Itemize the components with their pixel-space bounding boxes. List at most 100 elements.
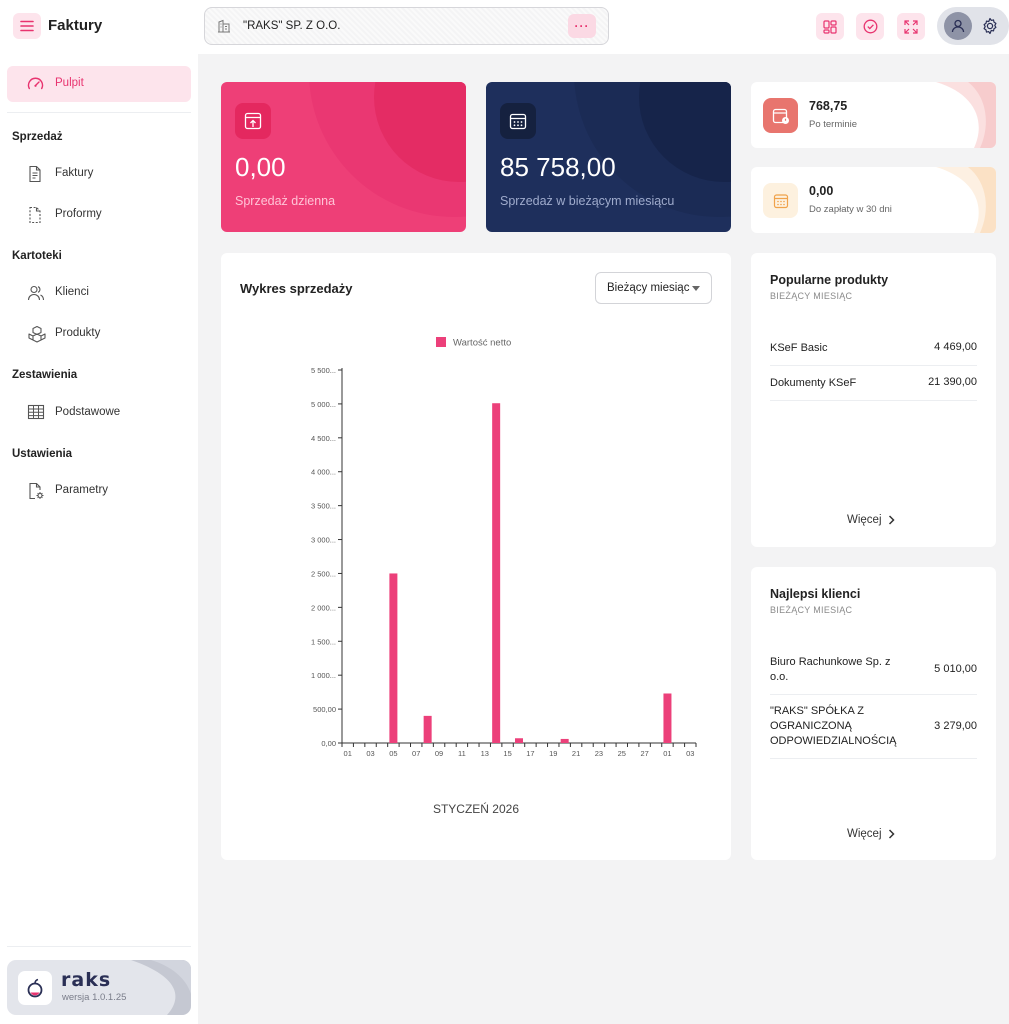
app-version: wersja 1.0.1.25: [62, 992, 127, 1003]
brand-name: raks: [61, 969, 112, 991]
x-tick-label: 13: [481, 749, 489, 758]
x-tick-label: 07: [412, 749, 420, 758]
y-tick-label: 5 000...: [311, 400, 336, 409]
table-icon: [27, 404, 45, 420]
sidebar: Pulpit Sprzedaż Faktury Proformy Kartote…: [0, 54, 198, 1024]
y-tick-label: 2 500...: [311, 569, 336, 578]
monthly-sales-card: 85 758,00 Sprzedaż w bieżącym miesiącu: [486, 82, 731, 232]
chart-bar: [492, 403, 501, 743]
sidebar-item-label: Proformy: [55, 208, 102, 220]
y-tick-label: 4 000...: [311, 468, 336, 477]
sidebar-item-label: Produkty: [55, 327, 101, 339]
sidebar-item-label: Pulpit: [55, 77, 84, 89]
sidebar-item-faktury[interactable]: Faktury: [7, 159, 191, 189]
chevron-right-icon: [888, 515, 895, 525]
clients-more-link[interactable]: Więcej: [847, 828, 895, 840]
overdue-icon-box: [763, 98, 798, 133]
sidebar-item-proformy[interactable]: Proformy: [7, 200, 191, 230]
chart-bar: [389, 573, 398, 743]
product-name: Dokumenty KSeF: [770, 377, 857, 389]
daily-sales-value: 0,00: [235, 152, 286, 182]
check-circle-icon: [863, 19, 877, 34]
popular-products-panel: Popularne produkty BIEŻĄCY MIESIĄC KSeF …: [751, 253, 996, 547]
list-item[interactable]: "RAKS" SPÓŁKA Z OGRANICZONĄ ODPOWIEDZIAL…: [770, 695, 977, 759]
period-dropdown-value: Bieżący miesiąc: [607, 282, 690, 294]
overdue-card: 768,75 Po terminie: [751, 82, 996, 148]
top-clients-subtitle: BIEŻĄCY MIESIĄC: [770, 605, 853, 615]
monthly-sales-value: 85 758,00: [500, 152, 616, 182]
sales-bar-chart: Wartość netto 0,00 500,00 1 000... 1 500... 2…: [311, 337, 697, 758]
dashboard-gauge-icon: [27, 77, 44, 90]
company-selector[interactable]: "RAKS" SP. Z O.O. ···: [204, 7, 609, 45]
y-tick-label: 1 500...: [311, 637, 336, 646]
x-tick-label: 11: [458, 749, 466, 758]
x-tick-label: 25: [618, 749, 626, 758]
company-more-button[interactable]: ···: [568, 14, 596, 38]
x-tick-label: 17: [526, 749, 534, 758]
caret-down-icon: [692, 286, 700, 291]
x-tick-label: 09: [435, 749, 443, 758]
hamburger-menu-button[interactable]: [13, 13, 41, 39]
raks-apple-icon: [27, 978, 43, 998]
chart-month-label: STYCZEŃ 2026: [432, 802, 520, 816]
due-30-label: Do zapłaty w 30 dni: [809, 204, 892, 215]
popular-more-link[interactable]: Więcej: [847, 514, 895, 526]
top-clients-title: Najlepsi klienci: [770, 587, 861, 601]
chart-bar: [515, 738, 523, 743]
sidebar-item-produkty[interactable]: Produkty: [7, 319, 191, 349]
gear-icon[interactable]: [981, 17, 999, 35]
user-menu[interactable]: [937, 7, 1009, 45]
sidebar-item-label: Podstawowe: [55, 406, 121, 418]
more-label: Więcej: [847, 514, 882, 526]
x-tick-label: 05: [389, 749, 397, 758]
app-title: Faktury: [48, 17, 103, 34]
y-tick-label: 4 500...: [311, 434, 336, 443]
company-name: "RAKS" SP. Z O.O.: [243, 20, 341, 32]
section-title-kartoteki: Kartoteki: [12, 250, 62, 262]
brand-decoration: [131, 960, 191, 1015]
client-name: Biuro Rachunkowe Sp. z o.o.: [770, 656, 891, 683]
avatar[interactable]: [944, 12, 972, 40]
product-name: KSeF Basic: [770, 342, 828, 354]
client-name: "RAKS" SPÓŁKA Z OGRANICZONĄ ODPOWIEDZIAL…: [770, 705, 897, 747]
receipt-upload-icon: [244, 112, 262, 130]
due-30-value: 0,00: [809, 184, 834, 198]
proforma-document-icon: [29, 206, 41, 224]
fullscreen-button[interactable]: [897, 13, 925, 40]
decoration: [936, 82, 996, 148]
y-tick-label: 500,00: [313, 705, 336, 714]
list-item[interactable]: Dokumenty KSeF 21 390,00: [770, 366, 977, 401]
y-tick-label: 5 500...: [311, 366, 336, 375]
legend-label: Wartość netto: [453, 338, 511, 349]
check-button[interactable]: [856, 13, 884, 40]
due-icon-box: [763, 183, 798, 218]
sidebar-item-podstawowe[interactable]: Podstawowe: [7, 398, 191, 428]
list-item[interactable]: Biuro Rachunkowe Sp. z o.o. 5 010,00: [770, 649, 977, 695]
users-icon: [27, 285, 45, 301]
popular-products-subtitle: BIEŻĄCY MIESIĄC: [770, 291, 853, 301]
top-header: Faktury "RAKS" SP. Z O.O. ···: [0, 0, 1009, 54]
x-tick-label: 15: [503, 749, 511, 758]
list-item[interactable]: KSeF Basic 4 469,00: [770, 331, 977, 366]
decoration: [936, 167, 996, 233]
sidebar-item-klienci[interactable]: Klienci: [7, 278, 191, 308]
sales-chart-panel: Wykres sprzedaży Bieżący miesiąc Wartość…: [221, 253, 731, 860]
chart-title: Wykres sprzedaży: [240, 281, 353, 296]
client-amount: 3 279,00: [934, 720, 977, 732]
building-icon: [218, 19, 230, 33]
chart-bar: [423, 715, 432, 743]
x-tick-label: 03: [366, 749, 374, 758]
layout-button[interactable]: [816, 13, 844, 40]
document-settings-icon: [29, 482, 44, 500]
sidebar-item-pulpit[interactable]: Pulpit: [7, 66, 191, 102]
y-tick-label: 1 000...: [311, 671, 336, 680]
x-tick-label: 01: [344, 749, 352, 758]
due-30-days-card: 0,00 Do zapłaty w 30 dni: [751, 167, 996, 233]
period-dropdown[interactable]: Bieżący miesiąc: [595, 272, 712, 304]
daily-sales-card: 0,00 Sprzedaż dzienna: [221, 82, 466, 232]
x-tick-label: 27: [640, 749, 648, 758]
sidebar-item-parametry[interactable]: Parametry: [7, 476, 191, 506]
calendar-icon: [509, 113, 527, 130]
expand-icon: [904, 19, 918, 34]
sidebar-item-label: Faktury: [55, 167, 94, 179]
